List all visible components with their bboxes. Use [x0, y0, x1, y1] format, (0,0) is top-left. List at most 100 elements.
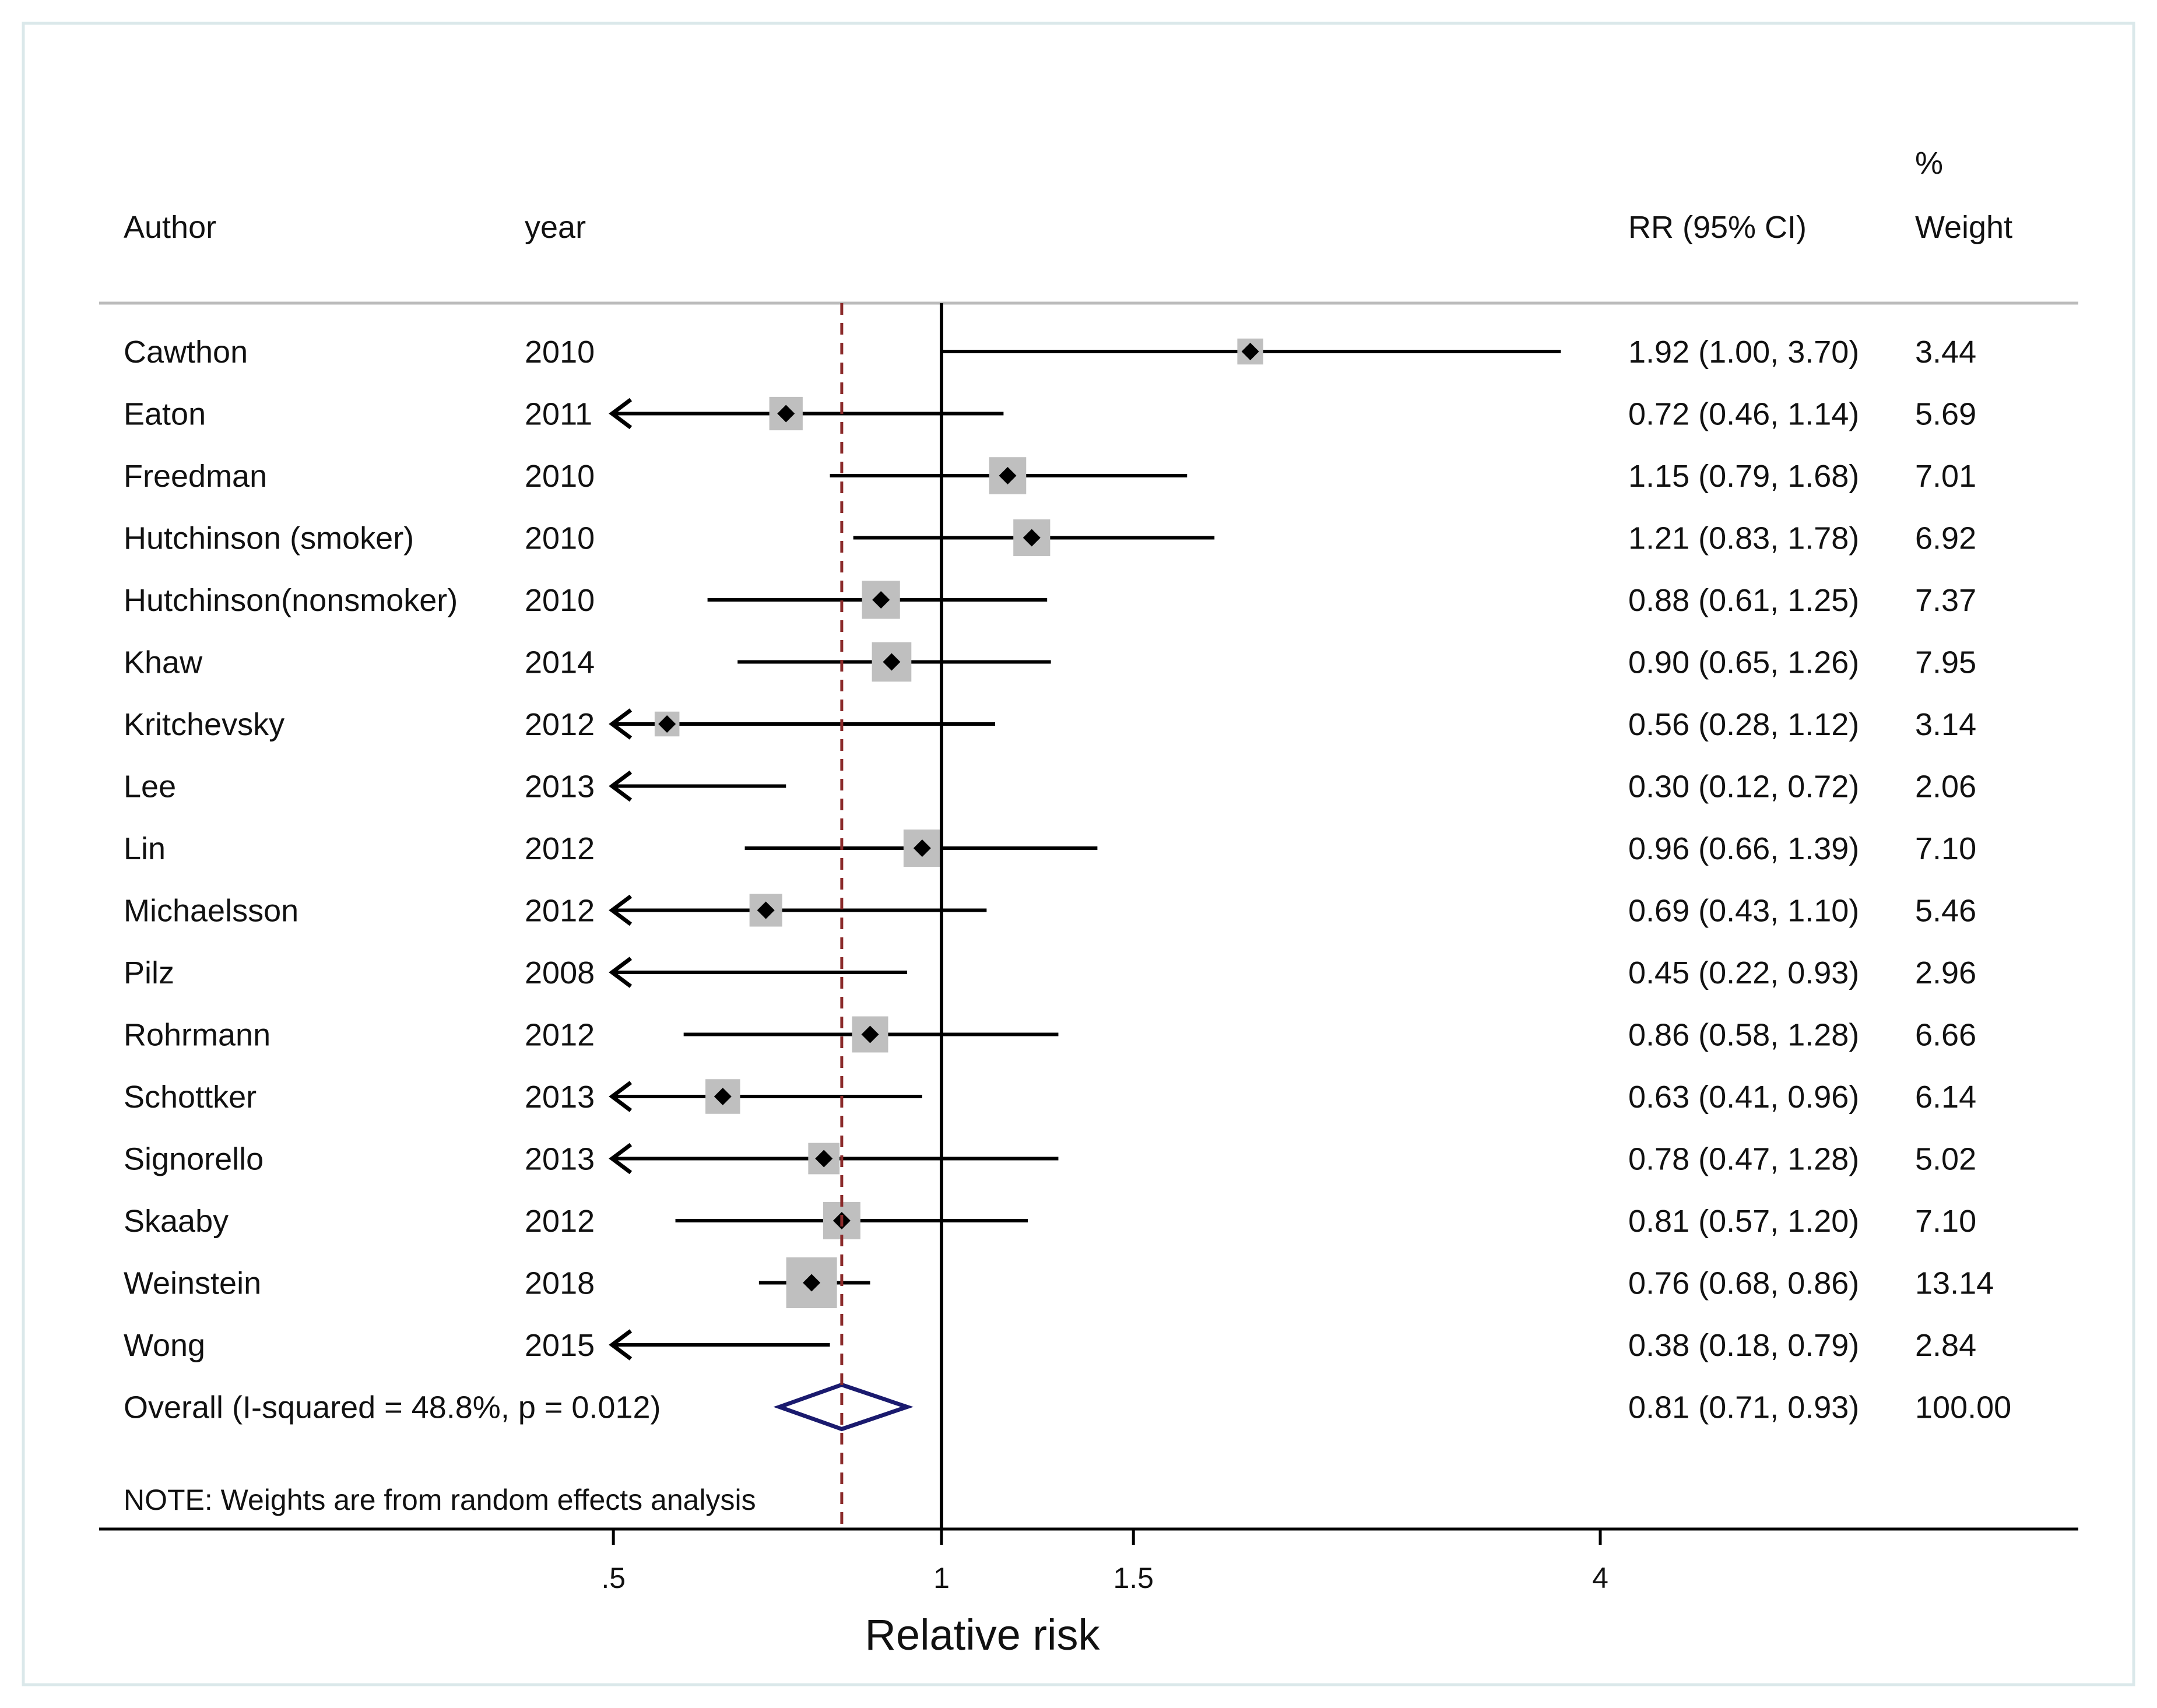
- study-year: 2011: [525, 397, 592, 432]
- study-author: Rohrmann: [124, 1018, 270, 1053]
- x-tick-label: .5: [601, 1562, 626, 1594]
- header-author: Author: [124, 210, 216, 245]
- study-year: 2008: [525, 955, 595, 990]
- x-axis-title: Relative risk: [865, 1611, 1101, 1659]
- study-year: 2012: [525, 1204, 595, 1239]
- study-rr-ci: 0.45 (0.22, 0.93): [1628, 955, 1859, 990]
- study-rr-ci: 0.30 (0.12, 0.72): [1628, 769, 1859, 804]
- study-weight: 7.01: [1915, 459, 1976, 494]
- overall-diamond: [773, 1382, 914, 1432]
- study-year: 2013: [525, 1080, 595, 1115]
- study-point-estimate: [913, 839, 931, 857]
- study-year: 2015: [525, 1328, 595, 1363]
- study-author: Wong: [124, 1328, 205, 1363]
- study-weight: 3.44: [1915, 335, 1976, 370]
- footnote: NOTE: Weights are from random effects an…: [124, 1484, 756, 1516]
- study-weight: 6.14: [1915, 1080, 1976, 1115]
- study-rr-ci: 0.38 (0.18, 0.79): [1628, 1328, 1859, 1363]
- study-point-estimate: [1241, 343, 1259, 360]
- study-point-estimate: [757, 901, 775, 919]
- study-rr-ci: 0.76 (0.68, 0.86): [1628, 1266, 1859, 1301]
- header-rr-ci: RR (95% CI): [1628, 210, 1807, 245]
- study-point-estimate: [777, 405, 795, 423]
- study-year: 2010: [525, 583, 595, 618]
- study-rr-ci: 1.92 (1.00, 3.70): [1628, 335, 1859, 370]
- study-author: Khaw: [124, 645, 203, 680]
- study-year: 2013: [525, 1142, 595, 1177]
- study-weight: 5.69: [1915, 397, 1976, 432]
- x-tick-label: 1.5: [1113, 1562, 1154, 1594]
- study-point-estimate: [872, 591, 890, 609]
- study-author: Lee: [124, 769, 176, 804]
- x-tick-label: 4: [1592, 1562, 1608, 1594]
- header-year: year: [525, 210, 586, 245]
- study-author: Skaaby: [124, 1204, 229, 1239]
- study-year: 2010: [525, 459, 595, 494]
- study-year: 2013: [525, 769, 595, 804]
- study-year: 2012: [525, 1018, 595, 1053]
- study-rr-ci: 1.21 (0.83, 1.78): [1628, 521, 1859, 556]
- study-point-estimate: [658, 715, 676, 733]
- overall-rr-ci: 0.81 (0.71, 0.93): [1628, 1390, 1859, 1425]
- study-year: 2012: [525, 894, 595, 929]
- study-year: 2018: [525, 1266, 595, 1301]
- study-weight: 2.96: [1915, 955, 1976, 990]
- study-weight: 7.95: [1915, 645, 1976, 680]
- study-year: 2012: [525, 707, 595, 742]
- study-rr-ci: 0.56 (0.28, 1.12): [1628, 707, 1859, 742]
- study-point-estimate: [1023, 529, 1041, 547]
- study-weight: 2.06: [1915, 769, 1976, 804]
- study-ci-arrow: [609, 1081, 633, 1112]
- study-point-estimate: [714, 1088, 732, 1105]
- study-ci-arrow: [609, 770, 633, 802]
- study-rr-ci: 0.69 (0.43, 1.10): [1628, 894, 1859, 929]
- study-author: Eaton: [124, 397, 206, 432]
- study-weight: 7.10: [1915, 1204, 1976, 1239]
- study-rr-ci: 0.63 (0.41, 0.96): [1628, 1080, 1859, 1115]
- study-weight: 5.46: [1915, 894, 1976, 929]
- study-author: Signorello: [124, 1142, 264, 1177]
- study-author: Michaelsson: [124, 894, 298, 929]
- study-rr-ci: 0.96 (0.66, 1.39): [1628, 831, 1859, 866]
- study-ci-arrow: [609, 708, 633, 740]
- study-weight: 6.92: [1915, 521, 1976, 556]
- study-author: Hutchinson (smoker): [124, 521, 414, 556]
- study-rows: Cawthon 2010 1.92 (1.00, 3.70) 3.44 Eaton 201…: [124, 335, 2011, 1432]
- study-author: Kritchevsky: [124, 707, 284, 742]
- study-year: 2012: [525, 831, 595, 866]
- header-weight: Weight: [1915, 210, 2012, 245]
- study-ci-arrow: [609, 1329, 633, 1361]
- study-author: Cawthon: [124, 335, 248, 370]
- study-author: Weinstein: [124, 1266, 261, 1301]
- study-author: Pilz: [124, 955, 174, 990]
- study-point-estimate: [815, 1150, 833, 1168]
- study-year: 2010: [525, 335, 595, 370]
- header-weight-percent: %: [1915, 146, 1943, 181]
- study-rr-ci: 0.78 (0.47, 1.28): [1628, 1142, 1859, 1177]
- study-weight: 7.10: [1915, 831, 1976, 866]
- overall-label: Overall (I-squared = 48.8%, p = 0.012): [124, 1390, 661, 1425]
- x-axis-ticks: .5 1 1.5 4: [601, 1529, 1608, 1594]
- study-author: Schottker: [124, 1080, 257, 1115]
- study-point-estimate: [999, 467, 1017, 484]
- study-author: Lin: [124, 831, 166, 866]
- study-rr-ci: 0.81 (0.57, 1.20): [1628, 1204, 1859, 1239]
- study-year: 2010: [525, 521, 595, 556]
- study-rr-ci: 0.86 (0.58, 1.28): [1628, 1018, 1859, 1053]
- study-rr-ci: 0.90 (0.65, 1.26): [1628, 645, 1859, 680]
- study-ci-arrow: [609, 957, 633, 988]
- study-rr-ci: 1.15 (0.79, 1.68): [1628, 459, 1859, 494]
- study-year: 2014: [525, 645, 595, 680]
- study-point-estimate: [861, 1025, 879, 1043]
- study-ci-arrow: [609, 894, 633, 926]
- study-weight: 6.66: [1915, 1018, 1976, 1053]
- study-weight: 13.14: [1915, 1266, 1994, 1301]
- study-author: Hutchinson(nonsmoker): [124, 583, 458, 618]
- study-ci-arrow: [609, 1143, 633, 1175]
- study-weight: 7.37: [1915, 583, 1976, 618]
- study-weight: 5.02: [1915, 1142, 1976, 1177]
- study-weight: 2.84: [1915, 1328, 1976, 1363]
- study-ci-arrow: [609, 398, 633, 430]
- study-point-estimate: [883, 653, 901, 671]
